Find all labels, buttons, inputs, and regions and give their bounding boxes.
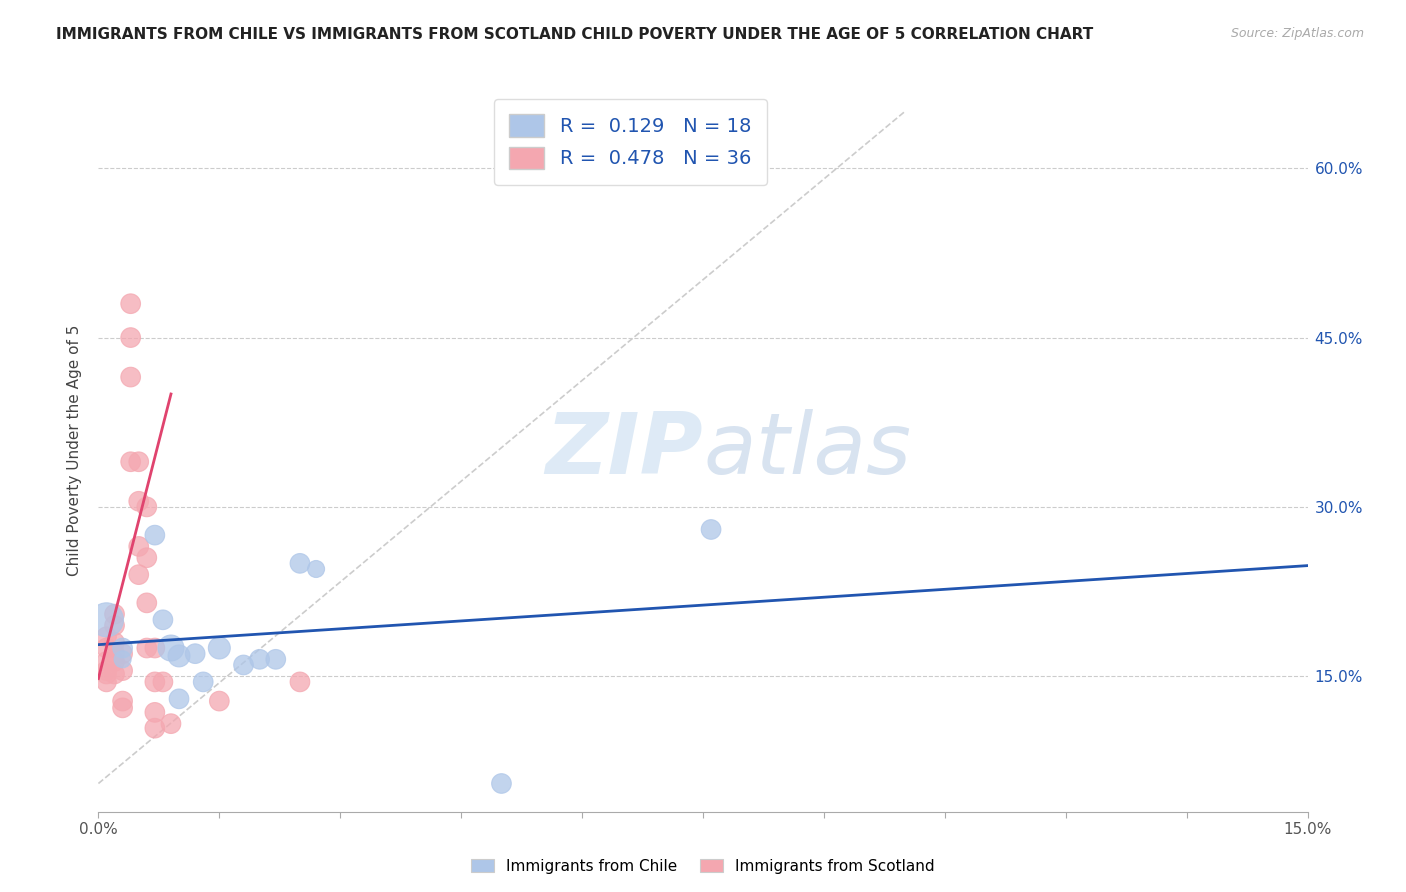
Point [167,648,190,663]
Point [249,652,271,666]
Text: IMMIGRANTS FROM CHILE VS IMMIGRANTS FROM SCOTLAND CHILD POVERTY UNDER THE AGE OF: IMMIGRANTS FROM CHILE VS IMMIGRANTS FROM… [56,27,1094,42]
Legend: Immigrants from Chile, Immigrants from Scotland: Immigrants from Chile, Immigrants from S… [465,853,941,880]
Text: atlas: atlas [703,409,911,492]
Point [103,635,125,649]
Point [135,550,157,565]
Point [264,652,287,666]
Point [491,776,513,790]
Point [103,607,125,622]
Point [143,721,166,735]
Point [111,694,134,708]
Point [128,540,150,554]
Point [111,647,134,661]
Point [111,640,134,655]
Point [700,523,723,537]
Point [305,562,328,576]
Point [143,674,166,689]
Point [208,694,231,708]
Point [111,664,134,678]
Text: Source: ZipAtlas.com: Source: ZipAtlas.com [1230,27,1364,40]
Y-axis label: Child Poverty Under the Age of 5: Child Poverty Under the Age of 5 [67,325,83,576]
Point [160,640,183,655]
Point [193,674,215,689]
Point [120,296,142,310]
Point [96,613,118,627]
Point [96,674,118,689]
Point [128,494,150,508]
Point [120,370,142,384]
Point [288,557,311,571]
Point [103,667,125,681]
Point [143,528,166,542]
Point [103,618,125,632]
Point [184,647,207,661]
Point [152,674,174,689]
Point [152,613,174,627]
Point [120,330,142,344]
Point [96,655,118,669]
Point [103,647,125,661]
Point [96,667,118,681]
Point [135,596,157,610]
Point [288,674,311,689]
Point [143,640,166,655]
Point [96,630,118,644]
Point [128,567,150,582]
Point [135,500,157,514]
Point [208,640,231,655]
Point [96,640,118,655]
Point [135,640,157,655]
Point [128,455,150,469]
Point [111,652,134,666]
Point [111,701,134,715]
Point [143,706,166,720]
Point [103,655,125,669]
Point [232,657,254,672]
Point [120,455,142,469]
Text: ZIP: ZIP [546,409,703,492]
Point [167,691,190,706]
Legend: R =  0.129   N = 18, R =  0.478   N = 36: R = 0.129 N = 18, R = 0.478 N = 36 [494,99,766,185]
Point [96,664,118,678]
Point [160,716,183,731]
